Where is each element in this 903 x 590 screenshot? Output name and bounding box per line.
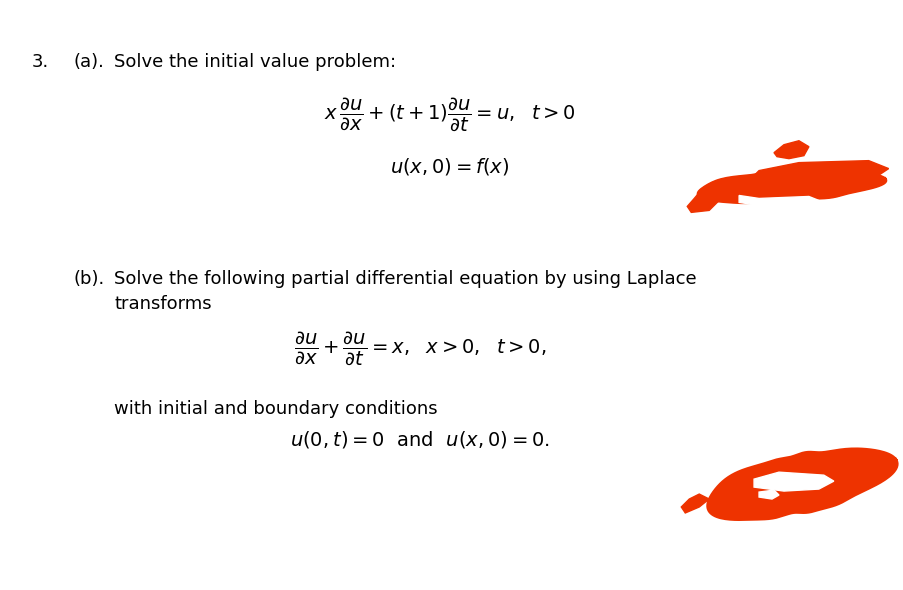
Polygon shape [759,490,778,499]
Text: $x\,\dfrac{\partial u}{\partial x}+(t+1)\dfrac{\partial u}{\partial t}=u,\ \ t>0: $x\,\dfrac{\partial u}{\partial x}+(t+1)… [324,96,575,133]
Polygon shape [681,494,709,513]
Polygon shape [749,160,888,185]
Polygon shape [739,195,818,208]
Polygon shape [686,192,719,212]
Text: $\dfrac{\partial u}{\partial x}+\dfrac{\partial u}{\partial t}=x,\ \ x>0,\ \ t>0: $\dfrac{\partial u}{\partial x}+\dfrac{\… [293,330,545,367]
Text: (b).: (b). [73,270,105,288]
Text: Solve the following partial differential equation by using Laplace: Solve the following partial differential… [114,270,696,288]
Text: 3.: 3. [32,53,49,71]
Text: Solve the initial value problem:: Solve the initial value problem: [114,53,396,71]
Polygon shape [773,141,808,159]
Text: with initial and boundary conditions: with initial and boundary conditions [114,399,437,418]
Text: transforms: transforms [114,295,211,313]
Text: $u(0,t)=0\ \ \mathrm{and}\ \ u(x,0)=0.$: $u(0,t)=0\ \ \mathrm{and}\ \ u(x,0)=0.$ [290,430,549,450]
Text: $u(x,0)=f(x)$: $u(x,0)=f(x)$ [390,156,509,176]
Text: (a).: (a). [73,53,104,71]
Polygon shape [707,449,896,519]
Polygon shape [753,472,833,491]
Polygon shape [697,169,885,203]
